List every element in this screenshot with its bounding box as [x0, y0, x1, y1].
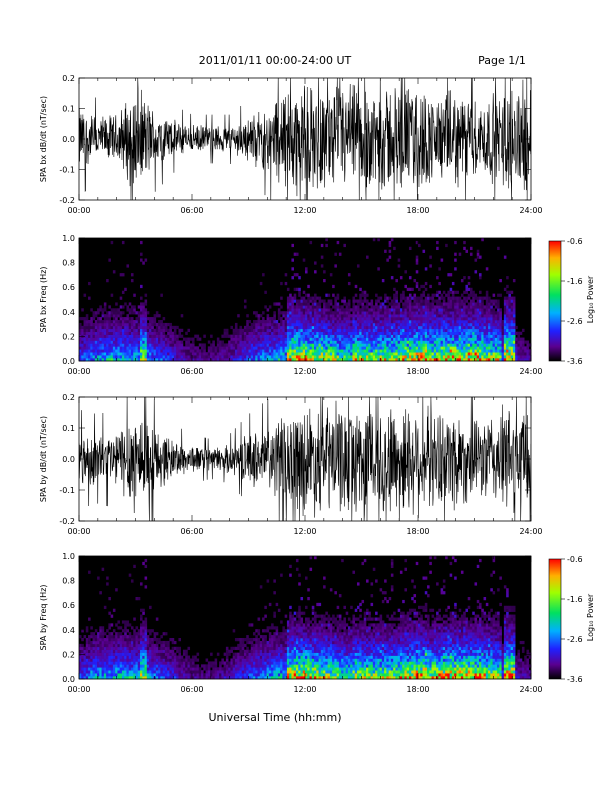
colorbar: -0.6 -1.6 -2.6 -3.6 Log₁₀ Power [549, 237, 595, 366]
y-tick-label: -0.2 [59, 517, 75, 526]
y-axis-label: SPA by Freq (Hz) [39, 585, 48, 651]
x-tick-label: 00:00 [67, 685, 90, 694]
colorbar-tick: -0.6 [567, 555, 583, 564]
panel-2: -0.6 -1.6 -2.6 -3.6 Log₁₀ Power 00:00 06:00 12:… [39, 234, 595, 376]
x-tick-label: 00:00 [67, 367, 90, 376]
y-tick-label: 0.6 [62, 283, 75, 292]
colorbar-tick: -2.6 [567, 317, 583, 326]
y-tick-label: -0.1 [59, 486, 75, 495]
y-tick-label: 0.1 [62, 424, 75, 433]
y-tick-label: 0.0 [62, 455, 75, 464]
colorbar-gradient [549, 241, 561, 361]
x-tick-label: 06:00 [180, 685, 203, 694]
y-tick-label: 0.4 [62, 626, 75, 635]
y-tick-label: 0.2 [62, 650, 75, 659]
y-tick-label: -0.1 [59, 166, 75, 175]
y-tick-label: 1.0 [62, 552, 75, 561]
panel-4: -0.6 -1.6 -2.6 -3.6 Log₁₀ Power 00:00 06:00 12:… [39, 552, 595, 694]
y-tick-label: 0.6 [62, 601, 75, 610]
y-axis-label: SPA by dB/dt (nT/sec) [39, 416, 48, 502]
x-tick-label: 00:00 [67, 527, 90, 536]
x-tick-label: 18:00 [406, 206, 429, 215]
x-tick-label: 18:00 [406, 367, 429, 376]
y-tick-label: 0.1 [62, 105, 75, 114]
y-tick-label: 0.4 [62, 308, 75, 317]
x-tick-label: 24:00 [519, 367, 542, 376]
x-axis-label: Universal Time (hh:mm) [209, 711, 342, 724]
x-tick-label: 18:00 [406, 685, 429, 694]
y-tick-label: -0.2 [59, 196, 75, 205]
x-tick-label: 18:00 [406, 527, 429, 536]
x-tick-label: 12:00 [293, 367, 316, 376]
date-title: 2011/01/11 00:00-24:00 UT [199, 54, 352, 67]
heatmap [79, 238, 531, 361]
colorbar-tick: -1.6 [567, 595, 583, 604]
x-tick-label: 12:00 [293, 527, 316, 536]
x-tick-label: 12:00 [293, 206, 316, 215]
colorbar: -0.6 -1.6 -2.6 -3.6 Log₁₀ Power [549, 555, 595, 684]
x-tick-label: 06:00 [180, 527, 203, 536]
y-tick-label: 0.0 [62, 357, 75, 366]
colorbar-label: Log₁₀ Power [586, 593, 595, 641]
series-line [79, 397, 531, 521]
y-tick-label: 1.0 [62, 234, 75, 243]
y-tick-label: 0.0 [62, 675, 75, 684]
colorbar-tick: -0.6 [567, 237, 583, 246]
colorbar-tick: -1.6 [567, 277, 583, 286]
colorbar-tick: -3.6 [567, 357, 583, 366]
x-tick-label: 06:00 [180, 367, 203, 376]
x-tick-label: 24:00 [519, 206, 542, 215]
x-tick-label: 24:00 [519, 527, 542, 536]
colorbar-gradient [549, 559, 561, 679]
y-tick-label: 0.2 [62, 332, 75, 341]
panels: 00:00 06:00 12:00 18:00 24:00 -0.2 -0.1 0.0 0.1 0… [39, 74, 595, 694]
panel-1: 00:00 06:00 12:00 18:00 24:00 -0.2 -0.1 0.0 0.1 0… [39, 74, 543, 215]
page-number: Page 1/1 [478, 54, 526, 67]
y-tick-label: 0.8 [62, 577, 75, 586]
x-tick-label: 24:00 [519, 685, 542, 694]
colorbar-tick: -2.6 [567, 635, 583, 644]
heatmap [79, 556, 531, 679]
y-tick-label: 0.2 [62, 393, 75, 402]
colorbar-tick: -3.6 [567, 675, 583, 684]
colorbar-label: Log₁₀ Power [586, 275, 595, 323]
y-tick-label: 0.2 [62, 74, 75, 83]
x-tick-label: 06:00 [180, 206, 203, 215]
x-tick-label: 12:00 [293, 685, 316, 694]
y-axis-label: SPA bx dB/dt (nT/sec) [39, 96, 48, 182]
series-line [79, 78, 531, 200]
y-axis-label: SPA bx Freq (Hz) [39, 267, 48, 333]
y-tick-label: 0.8 [62, 259, 75, 268]
panel-3: 00:00 06:00 12:00 18:00 24:00 -0.2 -0.1 0.0 0.1 0… [39, 393, 543, 536]
y-tick-label: 0.0 [62, 135, 75, 144]
x-tick-label: 00:00 [67, 206, 90, 215]
